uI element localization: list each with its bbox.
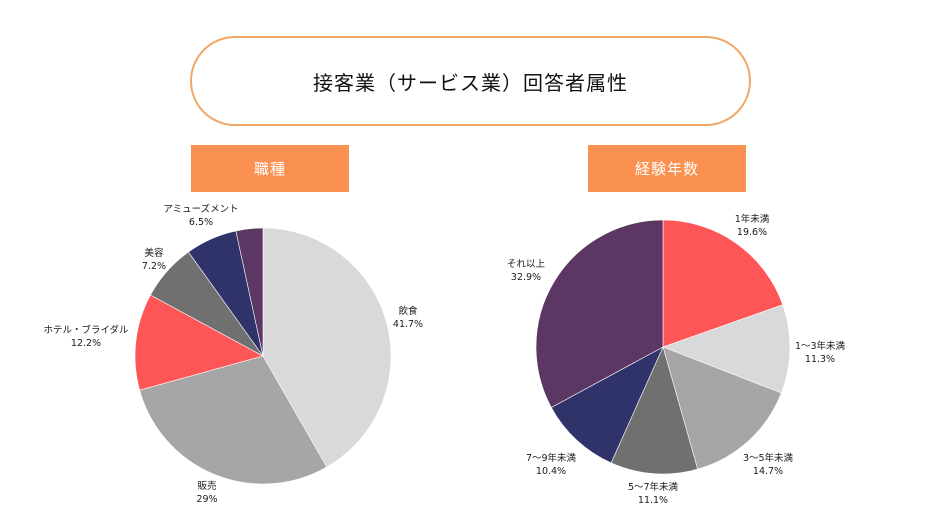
slice-label: 1〜3年未満 — [795, 340, 846, 352]
pie-slice-occupation-other-5 — [235, 227, 264, 357]
chart-header-occupation: 職種 — [191, 145, 349, 192]
pie-slice-occupation-飲食-0 — [262, 227, 392, 468]
slice-value-label: 41.7% — [393, 319, 423, 330]
slice-label: アミューズメント — [163, 203, 238, 215]
slice-label: 美容 — [144, 247, 164, 259]
pie-slice-occupation-販売-1 — [139, 355, 328, 485]
chart-header-experience-text: 経験年数 — [634, 160, 699, 178]
slice-value-label: 32.9% — [511, 272, 541, 283]
slice-value-label: 11.1% — [638, 495, 668, 506]
slice-value-label: 7.2% — [142, 261, 166, 272]
slice-label: 飲食 — [398, 305, 418, 317]
slice-label: 7〜9年未満 — [526, 452, 577, 464]
slice-value-label: 14.7% — [753, 466, 783, 477]
pie-slice-occupation-ホテル・ブライダル-2 — [134, 294, 264, 391]
slice-label: 1年未満 — [735, 213, 770, 225]
pie-slice-experience-7-9年未満-4 — [550, 346, 664, 464]
pie-slice-experience-5-7年未満-3 — [610, 346, 699, 475]
slice-value-label: 12.2% — [71, 338, 101, 349]
slice-value-label: 19.6% — [737, 227, 767, 238]
slice-label: ホテル・ブライダル — [43, 324, 129, 336]
chart-header-experience: 経験年数 — [588, 145, 746, 192]
slice-label: 5〜7年未満 — [628, 481, 679, 493]
pie-chart-occupation: 飲食 41.7% 販売 29% ホテル・ブライダル 12.2% 美容 7.2% アミューズメント… — [43, 203, 423, 505]
slice-value-label: 10.4% — [536, 466, 566, 477]
pie-slice-experience-1-3年未満-1 — [662, 304, 791, 394]
main-title-text: 接客業（サービス業）回答者属性 — [313, 70, 628, 95]
slice-label: 3〜5年未満 — [743, 452, 794, 464]
pie-slice-experience-3-5年未満-2 — [662, 346, 782, 470]
pie-slice-experience-それ以上-5 — [535, 219, 664, 408]
main-title: 接客業（サービス業）回答者属性 — [190, 36, 751, 126]
chart-header-occupation-text: 職種 — [253, 160, 286, 178]
pie-chart-experience: 1年未満 19.6% 1〜3年未満 11.3% 3〜5年未満 14.7% 5〜7年未満 11.… — [507, 213, 846, 506]
slice-value-label: 29% — [196, 494, 217, 505]
slice-label: 販売 — [197, 480, 216, 492]
slice-label: それ以上 — [507, 259, 546, 270]
slice-value-label: 11.3% — [805, 354, 835, 365]
slice-value-label: 6.5% — [189, 217, 213, 228]
